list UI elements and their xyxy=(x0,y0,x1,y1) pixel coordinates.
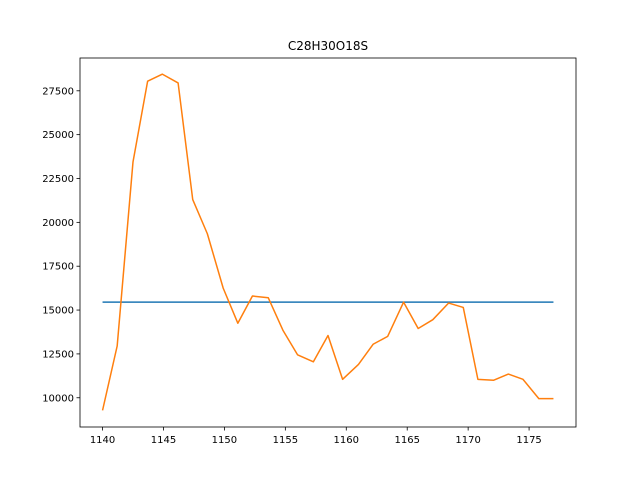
x-tick-label: 1150 xyxy=(212,435,237,446)
y-tick-label: 12500 xyxy=(42,349,74,360)
y-tick-label: 27500 xyxy=(42,86,74,97)
x-tick-label: 1175 xyxy=(516,435,541,446)
y-tick-label: 10000 xyxy=(42,393,74,404)
y-tick-label: 25000 xyxy=(42,130,74,141)
y-tick-label: 15000 xyxy=(42,306,74,317)
x-tick-label: 1145 xyxy=(151,435,176,446)
chart-title: C28H30O18S xyxy=(288,39,368,53)
plot-frame xyxy=(79,57,577,428)
x-tick-label: 1165 xyxy=(394,435,419,446)
x-tick-label: 1155 xyxy=(273,435,298,446)
x-tick-label: 1160 xyxy=(334,435,359,446)
plot-area xyxy=(101,73,554,411)
x-tick-label: 1170 xyxy=(455,435,480,446)
y-tick-label: 22500 xyxy=(42,174,74,185)
x-axis: 1140 1145 1150 1155 1160 1165 1170 1175 xyxy=(90,427,542,446)
y-tick-label: 20000 xyxy=(42,218,74,229)
y-tick-label: 17500 xyxy=(42,262,74,273)
y-axis: 10000 12500 15000 17500 20000 22500 25000 27500 xyxy=(42,86,80,404)
x-tick-label: 1140 xyxy=(90,435,115,446)
signal-line xyxy=(101,73,554,411)
